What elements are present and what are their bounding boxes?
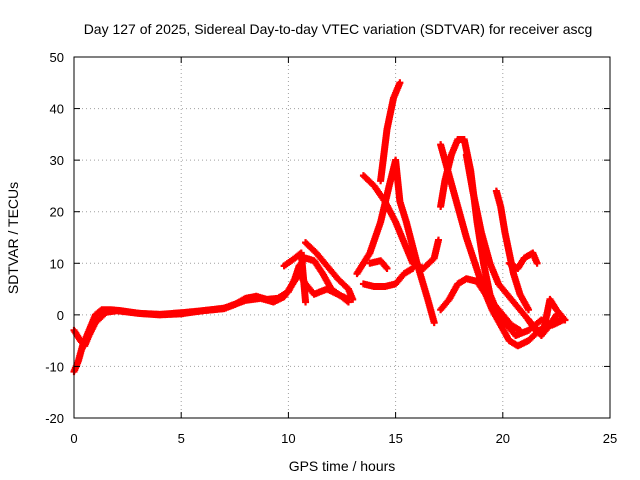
x-axis: 0 5 10 15 20 25 bbox=[70, 57, 617, 446]
x-tick-label: 20 bbox=[496, 431, 510, 446]
x-tick-label: 15 bbox=[388, 431, 402, 446]
y-axis-label: SDTVAR / TECUs bbox=[5, 182, 21, 294]
y-tick-label: -20 bbox=[45, 411, 64, 426]
series-arc-9 bbox=[377, 79, 404, 185]
x-tick-label: 10 bbox=[281, 431, 295, 446]
data-point-markers bbox=[492, 187, 533, 314]
data-point-markers bbox=[359, 172, 442, 272]
y-tick-label: 50 bbox=[50, 50, 64, 65]
x-tick-label: 25 bbox=[603, 431, 617, 446]
series-arc-3 bbox=[280, 249, 310, 306]
series-arc-14 bbox=[492, 187, 533, 314]
data-point-markers bbox=[70, 254, 352, 376]
y-axis: -20 -10 0 10 20 30 40 50 bbox=[45, 50, 610, 426]
grid bbox=[74, 57, 610, 418]
chart-title: Day 127 of 2025, Sidereal Day-to-day VTE… bbox=[84, 21, 593, 37]
series-arc-7 bbox=[359, 264, 417, 290]
plot-area bbox=[70, 79, 569, 376]
data-point-markers bbox=[359, 264, 417, 290]
series-arc-13 bbox=[462, 151, 560, 339]
y-tick-label: 20 bbox=[50, 205, 64, 220]
data-point-markers bbox=[505, 249, 541, 272]
y-tick-label: 30 bbox=[50, 153, 64, 168]
x-tick-label: 5 bbox=[178, 431, 185, 446]
data-point-markers bbox=[377, 79, 404, 185]
data-point-markers bbox=[280, 249, 310, 306]
data-point-markers bbox=[462, 151, 560, 339]
series-arc-4 bbox=[302, 239, 357, 303]
series-arc-6 bbox=[359, 172, 442, 272]
y-tick-label: 0 bbox=[57, 308, 64, 323]
x-tick-label: 0 bbox=[70, 431, 77, 446]
x-axis-label: GPS time / hours bbox=[289, 458, 396, 474]
data-point-markers bbox=[366, 257, 391, 272]
y-tick-label: -10 bbox=[45, 359, 64, 374]
series-arc-15 bbox=[505, 249, 541, 272]
series-arc-16 bbox=[525, 295, 569, 334]
series-arc-12 bbox=[437, 275, 524, 334]
data-point-markers bbox=[525, 295, 569, 334]
data-point-markers bbox=[437, 275, 524, 334]
series-arc-8 bbox=[366, 257, 391, 272]
data-point-markers bbox=[70, 270, 352, 350]
plot-frame bbox=[73, 56, 611, 419]
data-point-markers bbox=[302, 239, 357, 303]
y-tick-label: 40 bbox=[50, 102, 64, 117]
y-tick-label: 10 bbox=[50, 256, 64, 271]
series-arc-2 bbox=[70, 270, 352, 350]
series-arc-1 bbox=[70, 254, 352, 376]
